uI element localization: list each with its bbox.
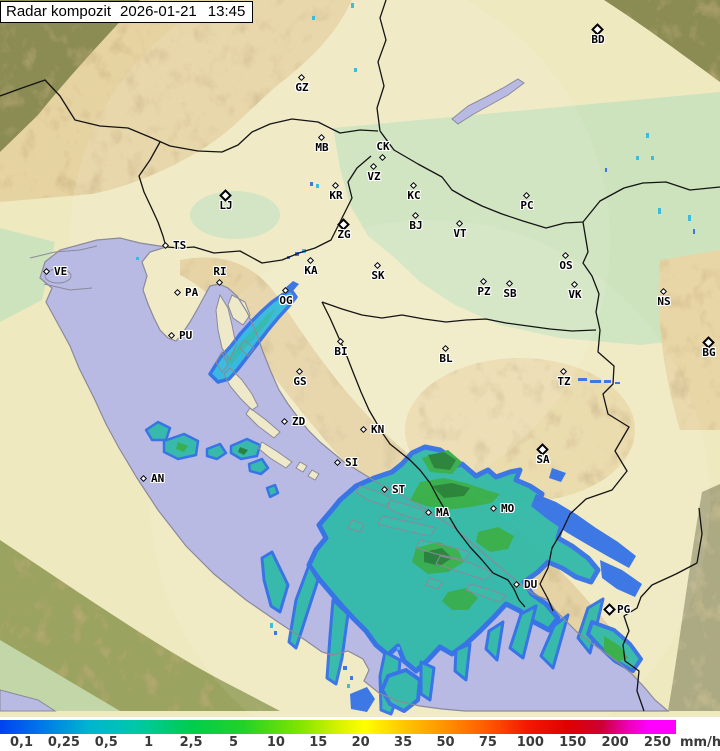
country-borders bbox=[0, 0, 720, 712]
scale-tick-label: 35 bbox=[394, 735, 413, 750]
map-title: Radar kompozit bbox=[6, 3, 112, 20]
color-scale-legend: 0,1 0,25 0,5 1 2,5 5 10 15 20 35 50 75 100 150 200 250 … bbox=[0, 717, 720, 751]
map-time: 13:45 bbox=[207, 3, 246, 20]
scale-tick-label: 75 bbox=[478, 735, 497, 750]
venice-lagoon bbox=[44, 268, 72, 284]
scale-tick-label: 1 bbox=[144, 735, 154, 750]
map-date: 2026-01-21 bbox=[120, 3, 197, 20]
scale-tick-label: 15 bbox=[309, 735, 328, 750]
lake-balaton bbox=[451, 78, 525, 125]
scale-tick-label: 0,25 bbox=[47, 735, 80, 750]
scale-tick-label: 150 bbox=[559, 735, 587, 750]
scale-unit: mm/h bbox=[680, 735, 720, 750]
color-scale-bar bbox=[0, 720, 676, 734]
scale-tick-label: 100 bbox=[516, 735, 544, 750]
base-terrain bbox=[0, 0, 720, 711]
radar-map: VE TS GZ BD MB CK VZ KR KC PC LJ BJ VT ZG OS KA SK RI PZ SB… bbox=[0, 0, 720, 717]
scale-tick-label: 10 bbox=[266, 735, 285, 750]
scale-tick-label: 200 bbox=[601, 735, 629, 750]
scale-tick-label: 250 bbox=[643, 735, 672, 750]
scale-tick-label: 5 bbox=[228, 735, 239, 750]
scale-tick-label: 0,1 bbox=[9, 735, 34, 750]
scale-tick-label: 20 bbox=[351, 735, 370, 750]
adriatic-sea bbox=[0, 78, 668, 712]
map-title-box: Radar kompozit 2026-01-21 13:45 bbox=[0, 1, 254, 23]
scale-tick-label: 2,5 bbox=[179, 735, 203, 750]
scale-tick-label: 50 bbox=[436, 735, 455, 750]
radar-map-canvas bbox=[0, 0, 720, 717]
scale-tick-label: 0,5 bbox=[94, 735, 118, 750]
scale-labels: 0,1 0,25 0,5 1 2,5 5 10 15 20 35 50 75 100 150 200 250 bbox=[0, 717, 720, 751]
coastlines bbox=[29, 237, 669, 712]
